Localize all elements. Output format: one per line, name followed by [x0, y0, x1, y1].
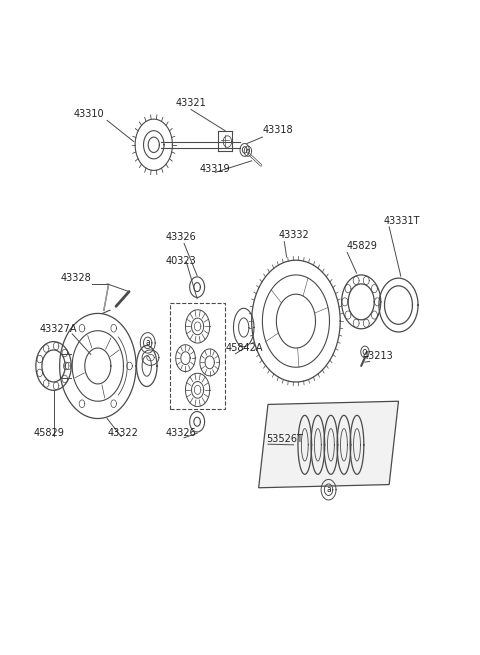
- Text: 43331T: 43331T: [384, 215, 420, 225]
- Text: 43213: 43213: [362, 351, 393, 361]
- Text: 43326: 43326: [166, 233, 196, 242]
- Text: 43310: 43310: [73, 109, 104, 119]
- Text: a: a: [326, 485, 331, 495]
- Text: 53526T: 53526T: [266, 434, 303, 443]
- Text: 43319: 43319: [200, 164, 230, 174]
- Text: 43326: 43326: [166, 428, 196, 438]
- Bar: [170, 303, 225, 409]
- Text: a: a: [145, 339, 150, 347]
- Text: 43322: 43322: [107, 428, 138, 438]
- Text: 43327A: 43327A: [39, 324, 77, 334]
- Text: 43318: 43318: [263, 125, 293, 135]
- Text: 43332: 43332: [279, 231, 310, 240]
- Text: 40323: 40323: [166, 256, 196, 266]
- Text: 45842A: 45842A: [225, 343, 263, 353]
- Text: 45829: 45829: [34, 428, 65, 438]
- Text: 43328: 43328: [60, 272, 91, 282]
- Text: 43321: 43321: [176, 98, 206, 108]
- Text: 45829: 45829: [346, 241, 377, 252]
- Polygon shape: [259, 402, 398, 488]
